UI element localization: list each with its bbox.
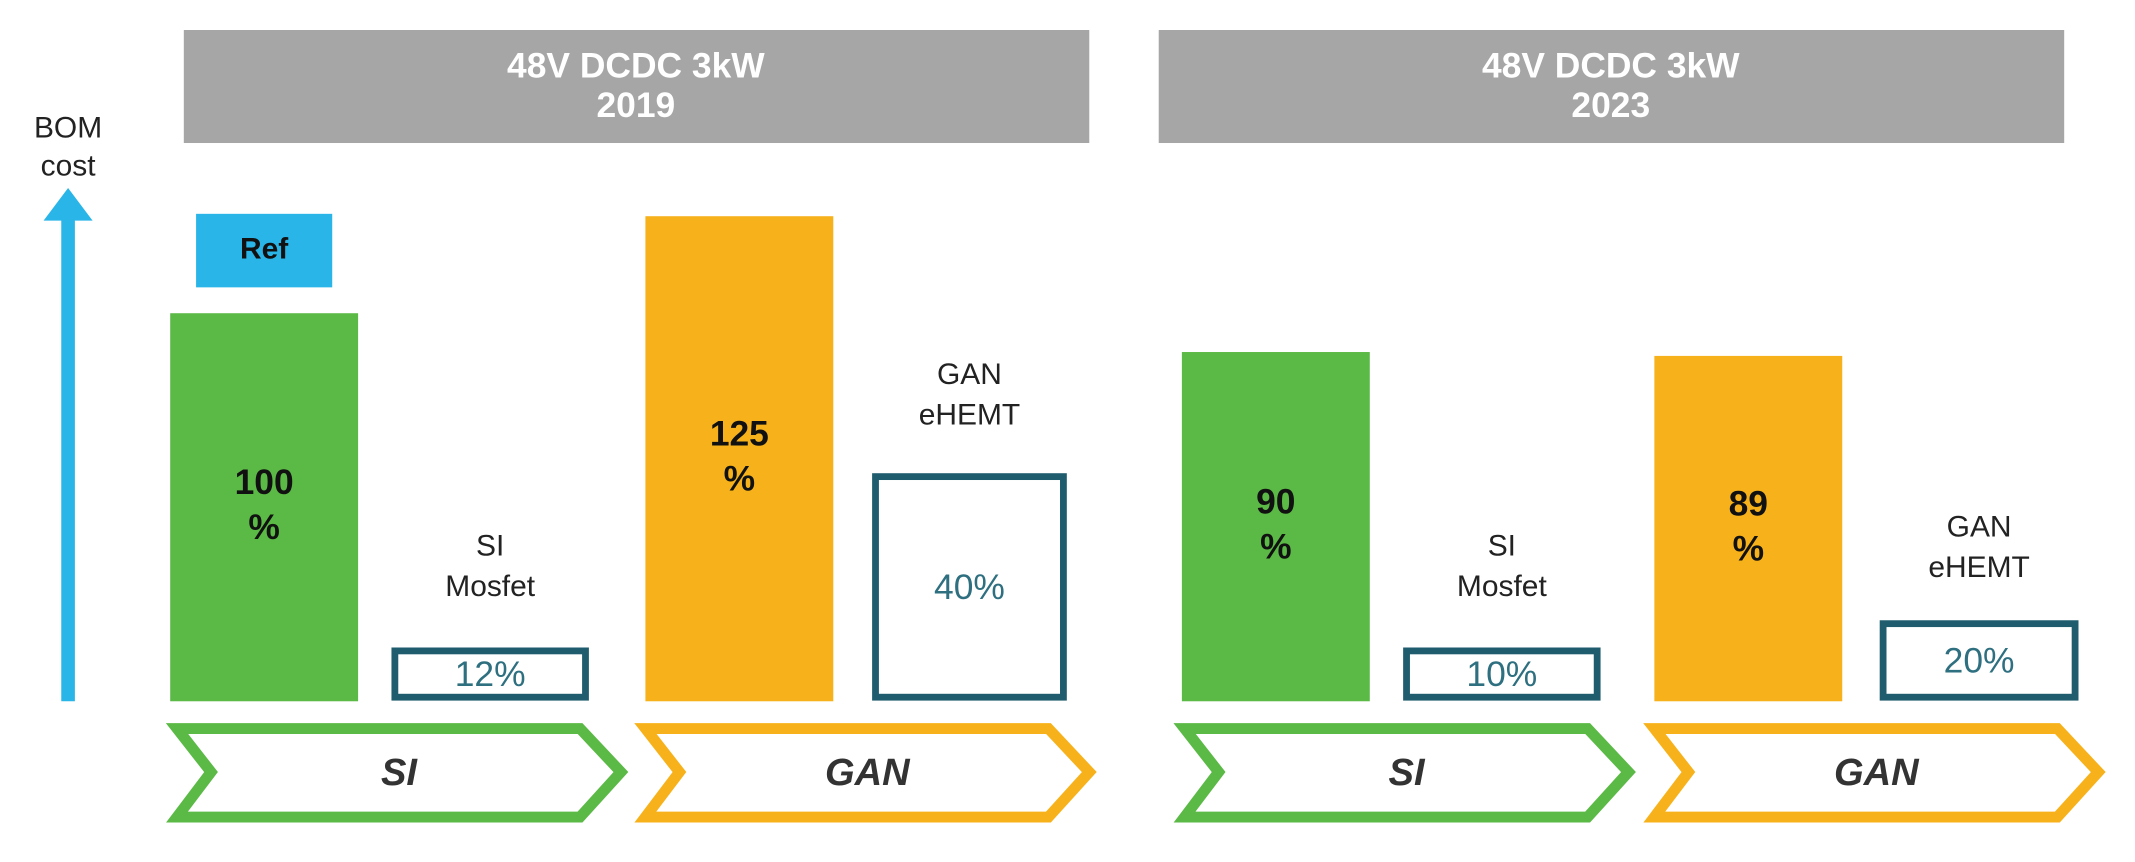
y-axis-arrow <box>43 187 93 702</box>
bar-value-label: % <box>724 459 755 499</box>
ref-badge <box>196 213 333 288</box>
ref-label: Ref <box>240 232 289 265</box>
category-chevron <box>1643 723 2106 823</box>
y-axis-label: cost <box>41 149 97 182</box>
component-box <box>391 647 589 701</box>
category-chevron <box>634 723 1097 823</box>
bar <box>1181 352 1370 702</box>
component-value-label: 12% <box>455 654 526 694</box>
bar-value-label: 89 <box>1729 483 1768 523</box>
panel-header <box>183 30 1090 144</box>
component-name: eHEMT <box>1928 551 2029 584</box>
category-chevron <box>1173 723 1636 823</box>
component-name: Mosfet <box>1457 570 1548 603</box>
bar-value-label: % <box>1733 528 1764 568</box>
component-box <box>872 473 1067 701</box>
panel-title: 2023 <box>1571 85 1650 125</box>
component-box <box>1879 620 2079 701</box>
bar-value-label: 100 <box>235 462 294 502</box>
category-label: SI <box>381 751 418 794</box>
component-name: GAN <box>937 358 1002 391</box>
component-name: eHEMT <box>919 399 1020 432</box>
bar <box>1654 355 1843 702</box>
component-name: SI <box>476 529 504 562</box>
panel-header <box>1158 30 2065 144</box>
panel-title: 48V DCDC 3kW <box>507 45 765 85</box>
component-value-label: 20% <box>1944 640 2015 680</box>
bar <box>645 216 834 702</box>
category-label: SI <box>1389 751 1426 794</box>
category-label: GAN <box>825 751 911 794</box>
component-name: GAN <box>1947 510 2012 543</box>
component-value-label: 10% <box>1466 654 1537 694</box>
bar-value-label: % <box>248 507 279 547</box>
panel-title: 2019 <box>597 85 676 125</box>
panel-title: 48V DCDC 3kW <box>1482 45 1740 85</box>
component-name: SI <box>1488 529 1516 562</box>
component-box <box>1403 647 1601 701</box>
component-value-label: 40% <box>934 567 1005 607</box>
category-chevron <box>165 723 629 823</box>
bar-value-label: 125 <box>710 414 769 454</box>
bar <box>170 313 359 702</box>
y-axis-label: BOM <box>34 111 102 144</box>
bar-value-label: % <box>1260 526 1291 566</box>
bar-value-label: 90 <box>1256 482 1295 522</box>
category-label: GAN <box>1834 751 1920 794</box>
component-name: Mosfet <box>445 570 536 603</box>
